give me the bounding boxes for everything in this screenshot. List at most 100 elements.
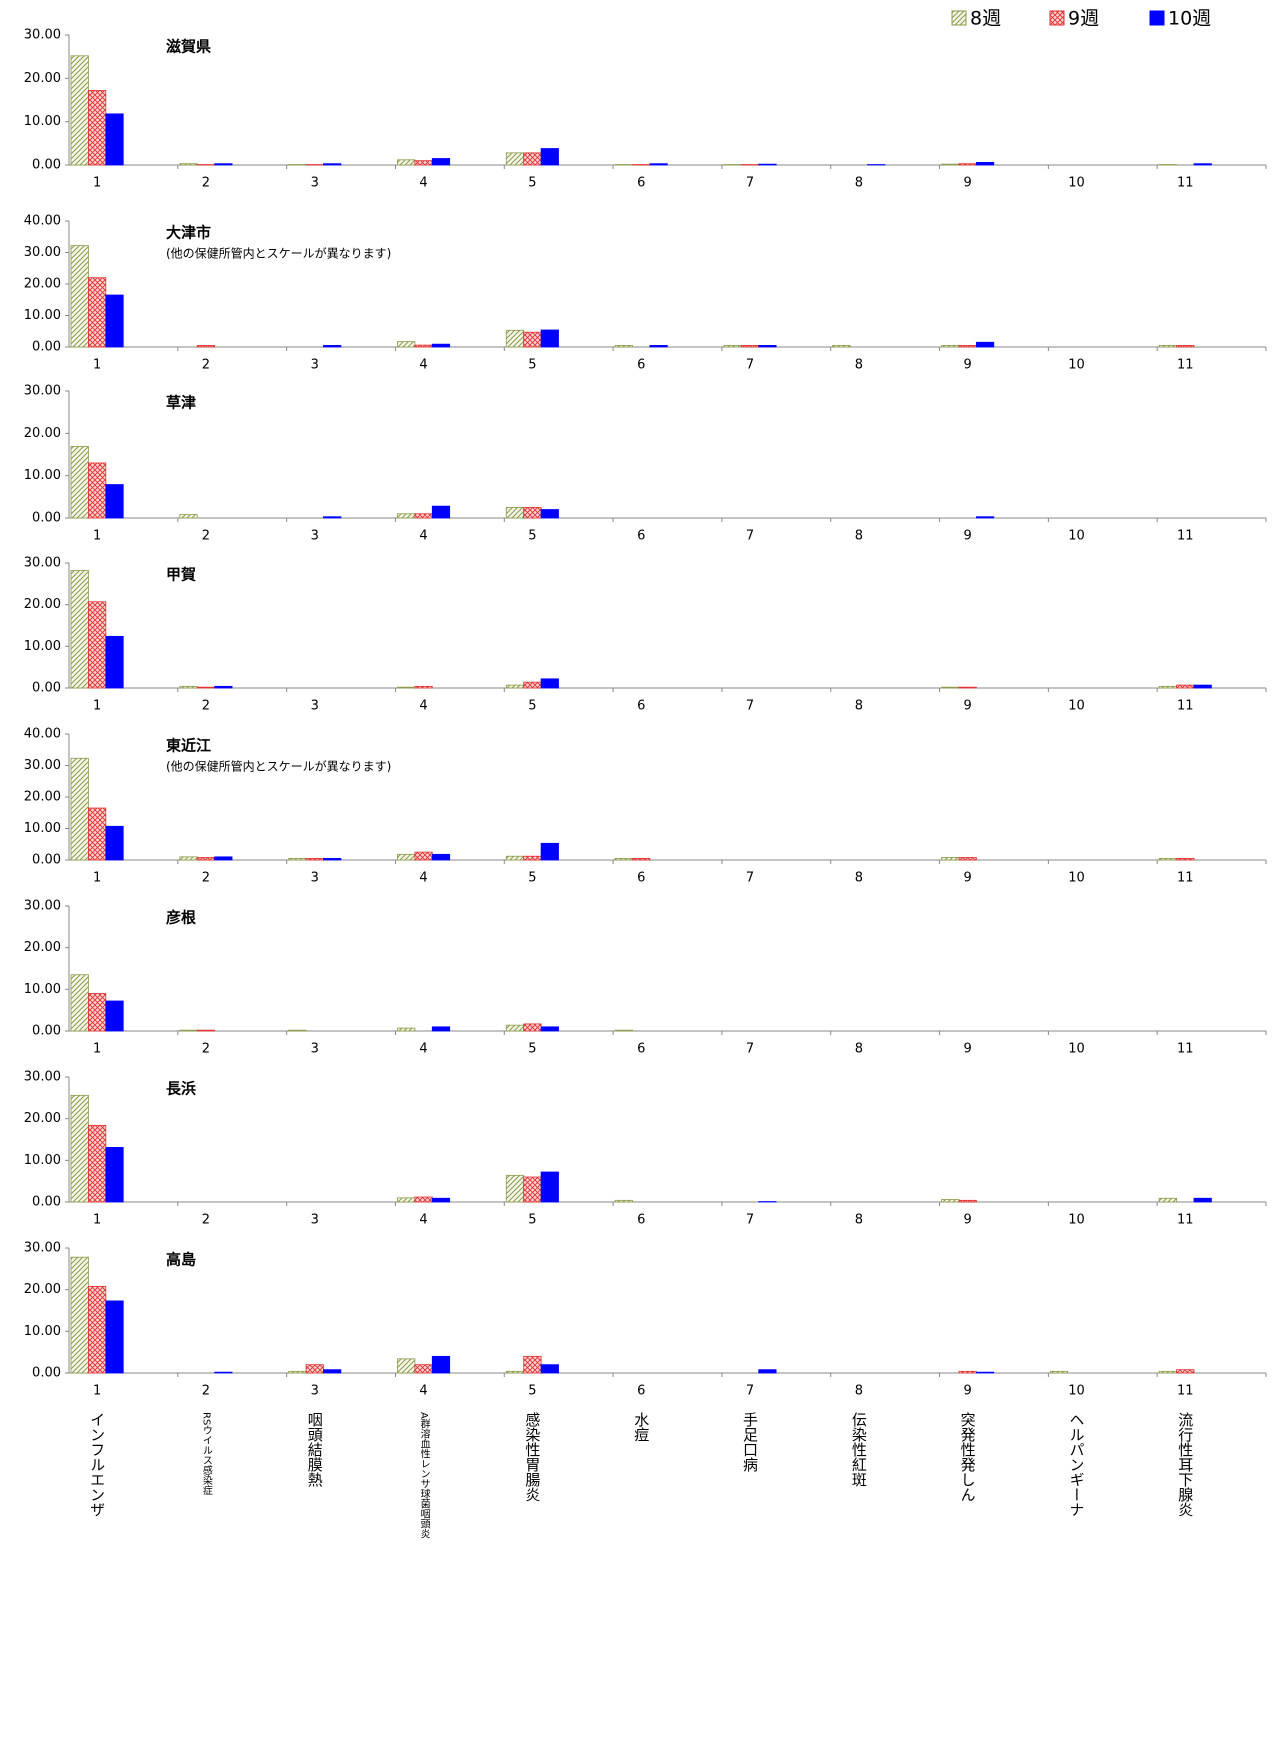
y-tick-label: 20.00 [24, 277, 61, 292]
y-tick-label: 30.00 [24, 28, 61, 43]
chart-subtitle: (他の保健所管内とスケールが異なります) [166, 246, 391, 261]
x-tick-label: 4 [419, 1384, 427, 1399]
bar [214, 1371, 233, 1374]
bar [105, 1147, 124, 1203]
x-tick-label: 4 [419, 699, 427, 714]
bar [70, 446, 89, 519]
legend-label: 8週 [970, 8, 1001, 30]
bar [323, 516, 342, 519]
bar [431, 1197, 451, 1203]
bar [505, 507, 525, 519]
x-tick-label: 10 [1068, 358, 1085, 373]
bar [179, 856, 198, 861]
chart-title: 彦根 [166, 909, 196, 927]
x-tick-label: 8 [855, 358, 863, 373]
bar [941, 857, 960, 861]
bar [1193, 1197, 1212, 1203]
y-tick-label: 20.00 [24, 1111, 61, 1126]
chart-title: 東近江 [166, 737, 211, 755]
bar [523, 331, 542, 348]
x-tick-label: 8 [855, 871, 863, 886]
bar [70, 757, 89, 861]
x-tick-label: 6 [637, 1213, 645, 1228]
bar [505, 684, 525, 689]
bar [632, 858, 651, 861]
bar [758, 345, 777, 348]
x-tick-label: 9 [964, 699, 972, 714]
bar [105, 484, 124, 519]
x-tick-label: 11 [1177, 1042, 1194, 1057]
bar [523, 152, 542, 166]
x-tick-label: 10 [1068, 1384, 1085, 1399]
bar [196, 345, 216, 348]
y-tick-label: 30.00 [24, 758, 61, 773]
x-tick-label: 7 [746, 176, 754, 191]
x-tick-label: 4 [419, 176, 427, 191]
bar [323, 858, 342, 861]
y-tick-label: 0.00 [32, 158, 61, 173]
x-tick-label: 2 [202, 699, 210, 714]
bar [70, 245, 89, 348]
x-tick-label: 5 [528, 1213, 536, 1228]
disease-name: RSウイルス感染症 [200, 1412, 212, 1496]
bar [1176, 345, 1195, 348]
x-tick-label: 2 [202, 358, 210, 373]
bar [105, 635, 124, 689]
bar [523, 681, 542, 689]
y-tick-label: 10.00 [24, 1153, 61, 1168]
y-tick-label: 0.00 [32, 1366, 61, 1381]
bar [540, 329, 559, 348]
bar [649, 345, 668, 348]
x-tick-label: 8 [855, 529, 863, 544]
y-tick-label: 20.00 [24, 426, 61, 441]
bar [1158, 685, 1177, 689]
x-tick-label: 3 [311, 1384, 319, 1399]
y-tick-label: 20.00 [24, 1282, 61, 1297]
bar [105, 825, 124, 861]
disease-name: 流行性耳下腺炎 [1176, 1412, 1194, 1517]
chart-title: 長浜 [166, 1080, 196, 1098]
x-tick-label: 11 [1177, 699, 1194, 714]
x-tick-label: 7 [746, 1042, 754, 1057]
x-tick-label: 11 [1177, 1213, 1194, 1228]
bar [397, 1197, 416, 1203]
bar [1158, 858, 1177, 861]
bar [505, 152, 525, 166]
bar [105, 294, 124, 348]
x-tick-label: 7 [746, 1384, 754, 1399]
bar [958, 1199, 977, 1203]
bar [397, 853, 416, 861]
bar [540, 509, 559, 519]
bar [397, 341, 416, 348]
bar [614, 1199, 633, 1203]
x-tick-label: 1 [93, 699, 101, 714]
x-tick-label: 1 [93, 871, 101, 886]
bar [1158, 1370, 1177, 1374]
bar [975, 1371, 995, 1374]
x-tick-label: 9 [964, 1384, 972, 1399]
bar [649, 163, 668, 166]
bar [88, 277, 107, 348]
x-tick-label: 10 [1068, 529, 1085, 544]
bar [505, 1024, 525, 1032]
x-tick-label: 8 [855, 1213, 863, 1228]
bar [614, 345, 633, 348]
bar [832, 345, 851, 348]
x-tick-label: 11 [1177, 1384, 1194, 1399]
x-tick-label: 5 [528, 358, 536, 373]
x-tick-label: 8 [855, 699, 863, 714]
y-tick-label: 30.00 [24, 899, 61, 914]
bar [523, 1023, 542, 1032]
y-tick-label: 10.00 [24, 639, 61, 654]
bar [179, 685, 198, 689]
x-tick-label: 7 [746, 529, 754, 544]
bar [958, 857, 977, 861]
y-tick-label: 0.00 [32, 853, 61, 868]
x-tick-label: 7 [746, 871, 754, 886]
bar [540, 1364, 559, 1374]
bar [505, 855, 525, 861]
bar [88, 462, 107, 519]
bar [958, 1370, 977, 1374]
y-tick-label: 20.00 [24, 790, 61, 805]
